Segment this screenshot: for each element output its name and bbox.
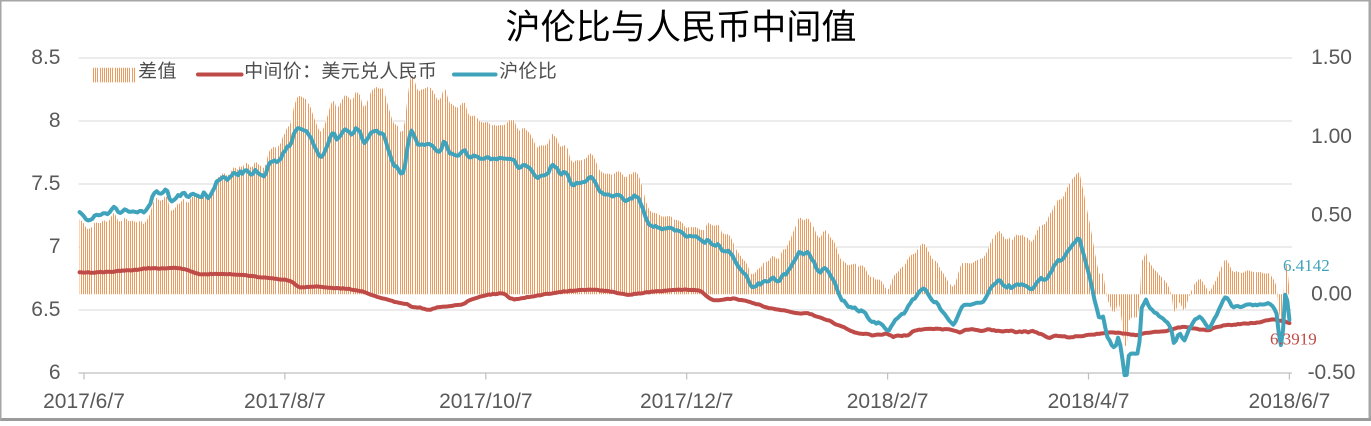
svg-text:6: 6 xyxy=(49,361,61,384)
svg-text:2017/8/7: 2017/8/7 xyxy=(244,390,326,413)
svg-text:2018/2/7: 2018/2/7 xyxy=(847,390,929,413)
svg-text:6.3919: 6.3919 xyxy=(1270,330,1317,349)
svg-text:2017/10/7: 2017/10/7 xyxy=(439,390,532,413)
svg-text:2017/6/7: 2017/6/7 xyxy=(43,390,125,413)
svg-text:7.5: 7.5 xyxy=(31,172,60,195)
svg-text:2018/4/7: 2018/4/7 xyxy=(1048,390,1130,413)
svg-text:0.00: 0.00 xyxy=(1311,282,1352,305)
svg-text:0.50: 0.50 xyxy=(1311,204,1352,227)
svg-text:2018/6/7: 2018/6/7 xyxy=(1249,390,1331,413)
svg-text:6.5: 6.5 xyxy=(31,298,60,321)
svg-text:8.5: 8.5 xyxy=(31,46,60,69)
svg-text:1.00: 1.00 xyxy=(1311,125,1352,148)
svg-text:-0.50: -0.50 xyxy=(1308,361,1356,384)
svg-text:1.50: 1.50 xyxy=(1311,46,1352,69)
svg-text:6.4142: 6.4142 xyxy=(1283,256,1330,275)
svg-text:8: 8 xyxy=(49,109,61,132)
svg-text:2017/12/7: 2017/12/7 xyxy=(640,390,733,413)
svg-text:7: 7 xyxy=(49,235,61,258)
